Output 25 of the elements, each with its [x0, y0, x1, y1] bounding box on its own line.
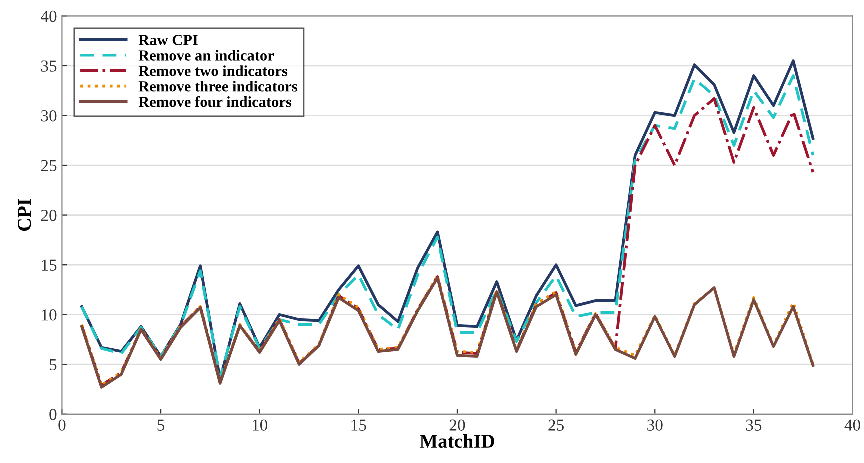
- y-tick-label: 20: [41, 210, 57, 222]
- y-tick-label: 0: [50, 409, 57, 420]
- x-tick-label: 10: [252, 420, 268, 431]
- x-tick-label: 0: [58, 420, 66, 431]
- x-tick-label: 40: [844, 420, 860, 431]
- legend-label: Remove three indicators: [138, 81, 298, 92]
- x-tick-label: 25: [548, 420, 564, 431]
- legend-label: Remove four indicators: [138, 96, 292, 108]
- x-tick-label: 5: [158, 420, 165, 431]
- y-tick-label: 35: [41, 60, 57, 72]
- x-axis-title: MatchID: [420, 434, 494, 448]
- y-tick-label: 10: [42, 310, 57, 321]
- legend-label: Remove an indicator: [138, 50, 274, 61]
- x-tick-label: 15: [352, 420, 366, 431]
- legend-label: Remove two indicators: [138, 66, 288, 76]
- y-tick-label: 40: [41, 10, 57, 22]
- y-tick-label: 30: [41, 110, 57, 122]
- y-tick-label: 15: [42, 260, 57, 272]
- x-tick-label: 35: [746, 420, 762, 431]
- y-axis-title: CPI: [18, 199, 32, 232]
- legend-label: Raw CPI: [138, 35, 198, 46]
- y-tick-label: 5: [50, 359, 57, 371]
- x-tick-label: 30: [648, 420, 663, 431]
- y-tick-label: 25: [41, 160, 57, 172]
- x-tick-label: 20: [450, 420, 466, 431]
